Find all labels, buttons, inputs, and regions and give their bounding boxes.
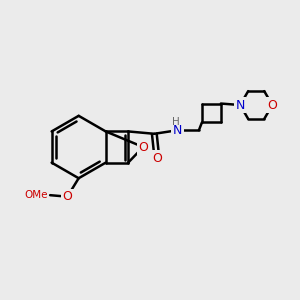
Text: N: N (236, 98, 245, 112)
Text: O: O (267, 98, 277, 112)
Text: O: O (138, 140, 148, 154)
Text: N: N (173, 124, 182, 137)
Text: H: H (172, 117, 180, 127)
Text: O: O (62, 190, 72, 203)
Text: O: O (152, 152, 162, 165)
Text: OMe: OMe (24, 190, 48, 200)
